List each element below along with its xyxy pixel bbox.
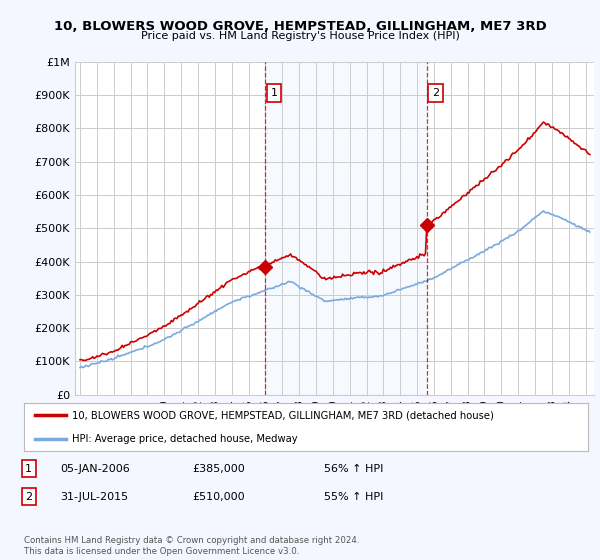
Text: 2: 2: [432, 88, 439, 98]
Text: Contains HM Land Registry data © Crown copyright and database right 2024.
This d: Contains HM Land Registry data © Crown c…: [24, 536, 359, 556]
Text: HPI: Average price, detached house, Medway: HPI: Average price, detached house, Medw…: [72, 434, 298, 444]
Text: 10, BLOWERS WOOD GROVE, HEMPSTEAD, GILLINGHAM, ME7 3RD (detached house): 10, BLOWERS WOOD GROVE, HEMPSTEAD, GILLI…: [72, 410, 494, 420]
Bar: [265, 62, 427, 395]
Text: 56% ↑ HPI: 56% ↑ HPI: [324, 464, 383, 474]
Text: 55% ↑ HPI: 55% ↑ HPI: [324, 492, 383, 502]
Text: £385,000: £385,000: [192, 464, 245, 474]
Text: 31-JUL-2015: 31-JUL-2015: [60, 492, 128, 502]
Text: 2: 2: [25, 492, 32, 502]
Text: £510,000: £510,000: [192, 492, 245, 502]
Text: 1: 1: [271, 88, 277, 98]
Text: 05-JAN-2006: 05-JAN-2006: [60, 464, 130, 474]
Text: 10, BLOWERS WOOD GROVE, HEMPSTEAD, GILLINGHAM, ME7 3RD: 10, BLOWERS WOOD GROVE, HEMPSTEAD, GILLI…: [53, 20, 547, 32]
Text: Price paid vs. HM Land Registry's House Price Index (HPI): Price paid vs. HM Land Registry's House …: [140, 31, 460, 41]
Text: 1: 1: [25, 464, 32, 474]
